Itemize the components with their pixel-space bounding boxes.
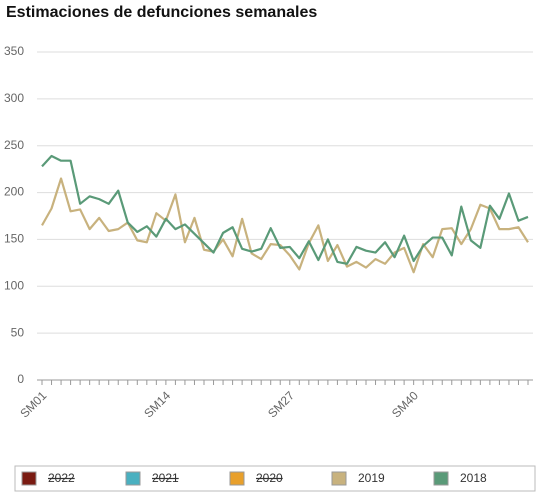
legend-box	[14, 465, 536, 492]
series-line	[41, 177, 529, 274]
y-tick-label: 250	[4, 138, 24, 152]
legend-label[interactable]: 2019	[358, 471, 385, 485]
y-tick-label: 0	[17, 372, 24, 386]
chart-title: Estimaciones de defunciones semanales	[6, 4, 317, 21]
y-tick-label: 100	[4, 278, 24, 292]
x-tick-label: SM27	[265, 388, 297, 420]
y-tick-label: 50	[11, 325, 25, 339]
legend-swatch[interactable]	[433, 471, 449, 486]
x-tick-label: SM14	[141, 388, 173, 420]
legend-swatch[interactable]	[229, 471, 245, 486]
y-tick-label: 150	[4, 232, 24, 246]
legend-swatch[interactable]	[21, 471, 37, 486]
legend-label[interactable]: 2020	[256, 471, 283, 485]
legend-label[interactable]: 2018	[460, 471, 487, 485]
y-tick-label: 300	[4, 91, 24, 105]
legend-label[interactable]: 2022	[48, 471, 75, 485]
legend-swatch[interactable]	[125, 471, 141, 486]
y-tick-label: 200	[4, 185, 24, 199]
series-line	[41, 154, 529, 265]
y-tick-label: 350	[4, 44, 24, 58]
x-tick-label: SM01	[17, 388, 49, 420]
x-tick-label: SM40	[389, 388, 421, 420]
legend-swatch[interactable]	[331, 471, 347, 486]
legend-label[interactable]: 2021	[152, 471, 179, 485]
